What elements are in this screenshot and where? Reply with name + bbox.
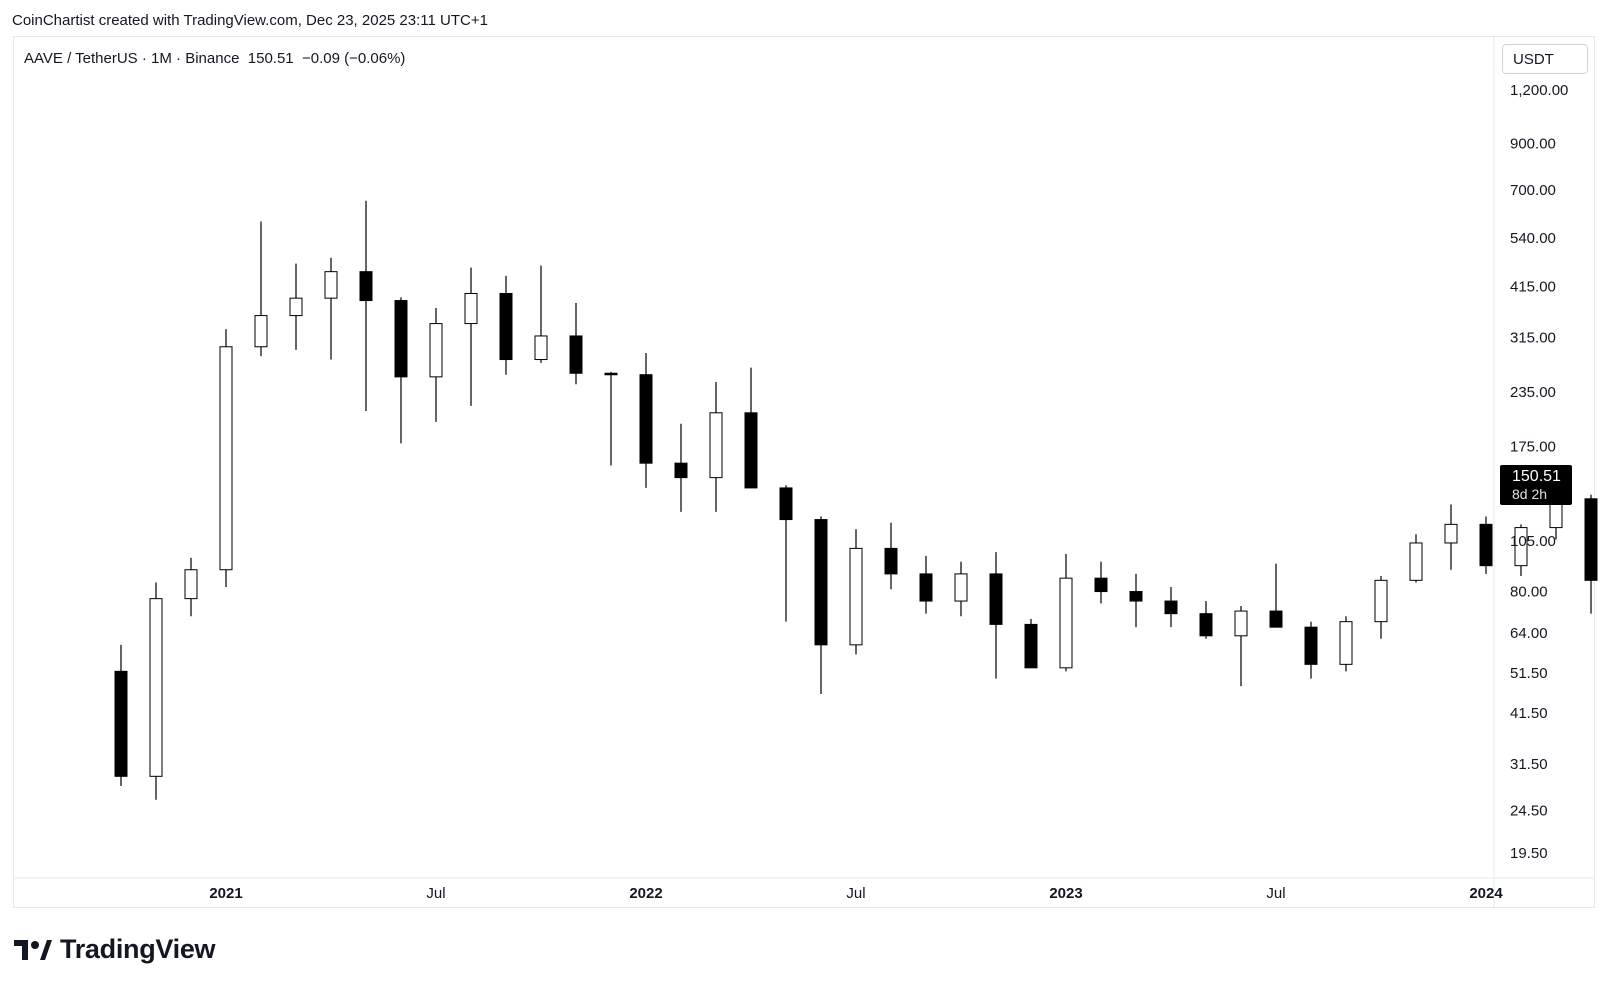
candle-body[interactable]: [919, 573, 933, 602]
candle-body[interactable]: [779, 487, 793, 521]
y-tick-label: 51.50: [1510, 665, 1548, 682]
candle-body[interactable]: [324, 271, 338, 299]
currency-label: USDT: [1513, 50, 1554, 68]
last-price: 150.51: [247, 50, 294, 67]
y-tick-label: 900.00: [1510, 135, 1556, 152]
candle-body[interactable]: [1374, 579, 1388, 623]
candle-body[interactable]: [1409, 542, 1423, 581]
candle-body[interactable]: [884, 547, 898, 575]
candle-body[interactable]: [604, 372, 618, 376]
y-tick-label: 175.00: [1510, 439, 1556, 456]
candle-body[interactable]: [1479, 523, 1493, 567]
candle-body[interactable]: [149, 598, 163, 777]
candle-body[interactable]: [674, 462, 688, 479]
y-tick-label: 235.00: [1510, 384, 1556, 401]
y-tick-label: 700.00: [1510, 182, 1556, 199]
separator: ·: [141, 50, 147, 67]
y-tick-label: 415.00: [1510, 279, 1556, 296]
candle-body[interactable]: [1094, 577, 1108, 593]
x-tick-label: 2023: [1049, 885, 1082, 902]
bar-countdown: 8d 2h: [1512, 485, 1548, 502]
interval[interactable]: 1M: [151, 50, 172, 67]
exchange: Binance: [185, 50, 240, 67]
candle-body[interactable]: [1514, 527, 1528, 567]
candle-body[interactable]: [289, 297, 303, 317]
price-change: −0.09: [302, 50, 340, 67]
y-tick-label: 41.50: [1510, 705, 1548, 722]
candle-body[interactable]: [534, 335, 548, 361]
y-tick-label: 540.00: [1510, 230, 1556, 247]
tradingview-logo-icon: [14, 939, 52, 960]
y-tick-label: 105.00: [1510, 533, 1556, 550]
symbol-pair[interactable]: AAVE / TetherUS: [24, 50, 138, 67]
currency-selector[interactable]: USDT: [1502, 44, 1588, 74]
x-tick-label: 2024: [1469, 885, 1503, 902]
candle-body[interactable]: [499, 292, 513, 361]
x-tick-label: 2022: [629, 885, 662, 902]
candle-body[interactable]: [1339, 621, 1353, 665]
candle-body[interactable]: [989, 573, 1003, 625]
candle-body[interactable]: [394, 300, 408, 378]
candle-body[interactable]: [1164, 600, 1178, 615]
y-tick-label: 315.00: [1510, 330, 1556, 347]
chart-frame: [13, 36, 1595, 908]
candle-body[interactable]: [254, 315, 268, 348]
y-tick-label: 64.00: [1510, 625, 1548, 642]
candle-body[interactable]: [1584, 498, 1598, 581]
x-tick-label: Jul: [1266, 885, 1285, 902]
x-tick-label: Jul: [426, 885, 445, 902]
symbol-info: AAVE / TetherUS · 1M · Binance 150.51 −0…: [24, 50, 405, 67]
candle-body[interactable]: [1059, 577, 1073, 669]
candle-body[interactable]: [429, 323, 443, 378]
candle-body[interactable]: [1024, 623, 1038, 669]
candle-body[interactable]: [464, 292, 478, 325]
candle-body[interactable]: [114, 670, 128, 777]
candle-body[interactable]: [219, 346, 233, 571]
candle-body[interactable]: [1199, 613, 1213, 637]
candle-body[interactable]: [359, 271, 373, 302]
price-change-percent: (−0.06%): [344, 50, 406, 67]
separator: ·: [176, 50, 182, 67]
candle-body[interactable]: [709, 412, 723, 479]
candle-body[interactable]: [954, 573, 968, 602]
candle-body[interactable]: [1129, 591, 1143, 602]
x-tick-label: 2021: [209, 885, 242, 902]
candle-body[interactable]: [849, 547, 863, 646]
y-tick-label: 1,200.00: [1510, 82, 1568, 99]
y-tick-label: 24.50: [1510, 803, 1548, 820]
candle-body[interactable]: [1304, 626, 1318, 665]
candle-body[interactable]: [1444, 523, 1458, 544]
candle-body[interactable]: [814, 519, 828, 646]
candle-body[interactable]: [1234, 610, 1248, 637]
y-tick-label: 80.00: [1510, 584, 1548, 601]
candle-body[interactable]: [1269, 610, 1283, 628]
candle-body[interactable]: [744, 412, 758, 489]
tradingview-wordmark: TradingView: [60, 934, 216, 964]
last-price-tag-value: 150.51: [1512, 467, 1561, 485]
candle-body[interactable]: [639, 374, 653, 464]
y-tick-label: 31.50: [1510, 756, 1548, 773]
y-tick-label: 19.50: [1510, 845, 1548, 862]
last-price-tag: 150.51 8d 2h: [1500, 464, 1572, 505]
tradingview-logo[interactable]: TradingView: [14, 934, 216, 965]
candle-body[interactable]: [569, 335, 583, 374]
x-tick-label: Jul: [846, 885, 865, 902]
chart-attribution: CoinChartist created with TradingView.co…: [12, 12, 488, 29]
candle-body[interactable]: [184, 569, 198, 600]
